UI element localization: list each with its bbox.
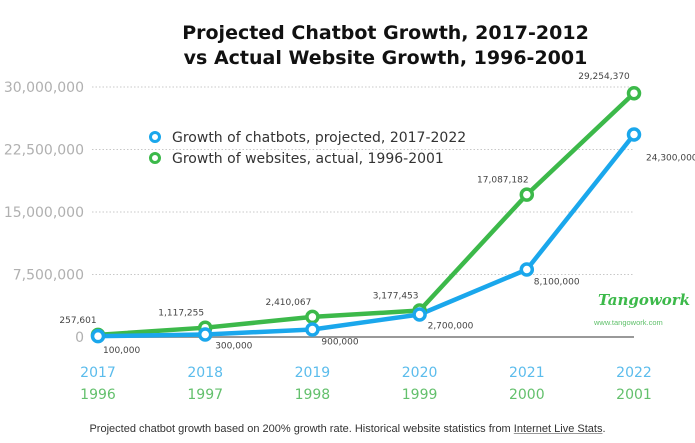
data-point-chatbots <box>197 327 213 342</box>
tangowork-logo: Tangowork <box>598 291 691 309</box>
x-tick-label-chatbots: 2019 <box>295 365 331 381</box>
y-tick-label: 7,500,000 <box>13 268 84 284</box>
y-tick-label: 0 <box>75 330 84 346</box>
x-tick-label-websites: 1996 <box>80 387 116 403</box>
data-point-chatbots <box>626 127 642 142</box>
data-point-chatbots <box>519 262 535 277</box>
legend-marker-websites <box>149 152 161 164</box>
data-label-chatbots: 900,000 <box>321 338 358 348</box>
footnote-text: Projected chatbot growth based on 200% g… <box>89 423 514 435</box>
footnote: Projected chatbot growth based on 200% g… <box>0 423 695 435</box>
data-label-chatbots: 24,300,000 <box>646 154 695 164</box>
footnote-end: . <box>602 423 606 435</box>
series-line-websites <box>97 91 636 338</box>
tangowork-url: www.tangowork.com <box>594 318 663 327</box>
data-label-websites: 1,117,255 <box>158 309 204 319</box>
y-tick-label: 15,000,000 <box>4 205 84 221</box>
chart-subtitle: vs Actual Website Growth, 1996-2001 <box>183 47 588 69</box>
x-tick-label-chatbots: 2022 <box>616 365 652 381</box>
x-tick-label-websites: 2001 <box>616 387 652 403</box>
x-tick-label-websites: 1998 <box>295 387 331 403</box>
data-point-chatbots <box>305 322 320 337</box>
data-point-chatbots <box>412 307 427 322</box>
data-label-websites: 17,087,182 <box>477 176 529 186</box>
x-tick-label-chatbots: 2021 <box>509 365 545 381</box>
data-label-chatbots: 2,700,000 <box>428 322 474 332</box>
x-tick-label-websites: 1997 <box>187 387 223 403</box>
data-label-websites: 2,410,067 <box>265 298 311 308</box>
x-tick-label-websites: 2000 <box>509 387 545 403</box>
data-label-chatbots: 100,000 <box>103 346 140 356</box>
data-point-websites <box>626 85 642 101</box>
y-tick-label: 22,500,000 <box>4 143 84 159</box>
y-tick-label: 30,000,000 <box>4 80 84 96</box>
data-label-websites: 29,254,370 <box>578 72 630 82</box>
legend-label-chatbots: Growth of chatbots, projected, 2017-2022 <box>172 130 466 146</box>
data-point-chatbots <box>90 328 106 344</box>
series-line-chatbots <box>97 133 636 339</box>
x-tick-label-chatbots: 2018 <box>187 365 223 381</box>
legend-label-websites: Growth of websites, actual, 1996-2001 <box>172 151 444 167</box>
x-tick-label-websites: 1999 <box>402 387 438 403</box>
x-tick-label-chatbots: 2017 <box>80 365 116 381</box>
legend-marker-chatbots <box>149 131 161 143</box>
data-label-websites: 3,177,453 <box>373 292 419 302</box>
x-tick-label-chatbots: 2020 <box>402 365 438 381</box>
data-point-websites <box>305 309 320 325</box>
chart-title: Projected Chatbot Growth, 2017-2012 <box>182 22 589 44</box>
data-point-websites <box>519 187 535 202</box>
data-label-chatbots: 300,000 <box>215 342 252 352</box>
data-label-chatbots: 8,100,000 <box>534 278 580 288</box>
data-label-websites: 257,601 <box>59 316 96 326</box>
internet-live-stats-link[interactable]: Internet Live Stats <box>513 423 603 435</box>
